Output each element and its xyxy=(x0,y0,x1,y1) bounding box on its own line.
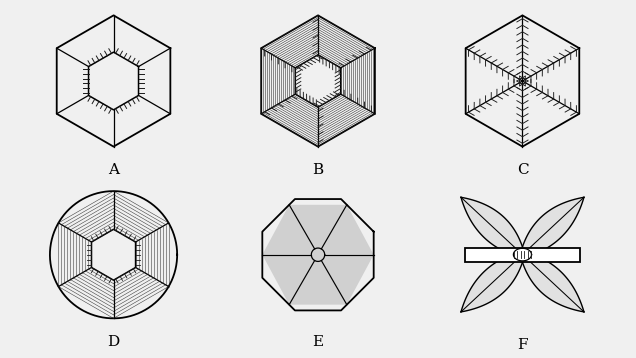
Polygon shape xyxy=(461,255,522,312)
Polygon shape xyxy=(461,197,522,255)
Polygon shape xyxy=(289,261,347,305)
Polygon shape xyxy=(522,255,584,312)
Polygon shape xyxy=(321,205,374,255)
Text: E: E xyxy=(312,335,324,349)
Text: B: B xyxy=(312,163,324,177)
Polygon shape xyxy=(262,255,315,305)
Text: C: C xyxy=(516,163,529,177)
Polygon shape xyxy=(262,205,315,255)
Polygon shape xyxy=(522,197,584,255)
Polygon shape xyxy=(312,248,374,305)
Text: A: A xyxy=(108,163,119,177)
Text: D: D xyxy=(107,335,120,349)
Text: F: F xyxy=(517,338,528,352)
Bar xyxy=(465,248,580,262)
Polygon shape xyxy=(289,205,347,249)
